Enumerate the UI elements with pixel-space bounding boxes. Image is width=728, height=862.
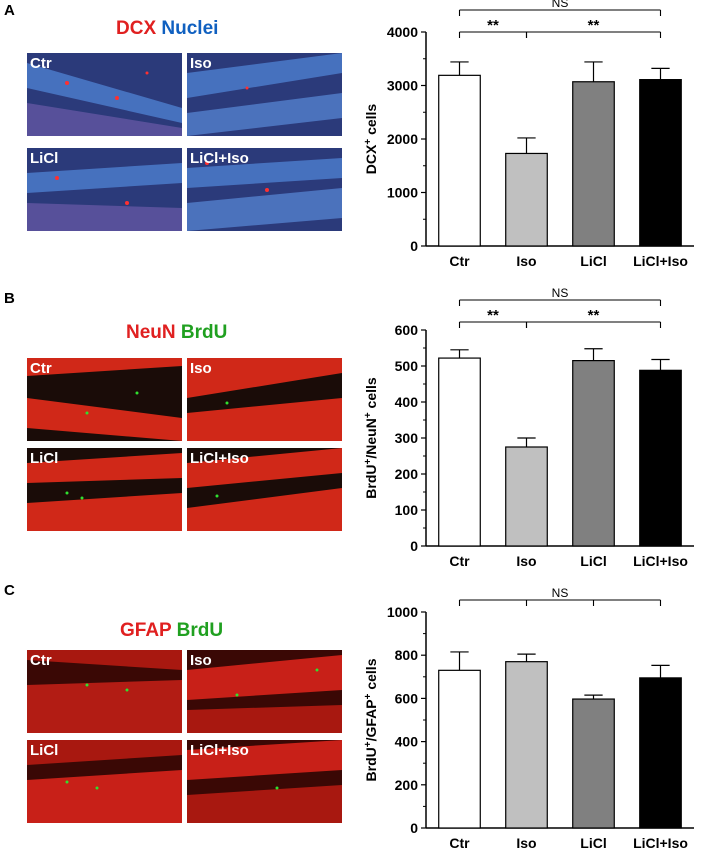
image-label: Ctr [30, 360, 52, 377]
stain-label-brdu: BrdU [176, 620, 224, 641]
bar-licl-iso [639, 369, 682, 547]
micrograph-c-licl: LiCl [27, 740, 182, 823]
panel-letter-c: C [4, 582, 15, 599]
micrograph-title-c: GFAP BrdU [120, 620, 223, 642]
significance-label: ** [487, 307, 499, 324]
x-tick-label: LiCl [580, 553, 606, 569]
micrograph-c-licl-iso: LiCl+Iso [187, 740, 342, 823]
y-axis-label: BrdU+/NeuN+ cells [363, 377, 380, 499]
micrograph-c-ctr: Ctr [27, 650, 182, 733]
panel-letter-a: A [4, 2, 15, 19]
bar-licl-iso [639, 677, 682, 829]
x-tick-label: LiCl [580, 253, 606, 269]
y-tick-label: 400 [395, 734, 419, 750]
y-tick-label: 2000 [387, 131, 418, 147]
bar-chart-brdu-gfap: 0 200 400 600 800 1000 BrdU+/GFAP+ cells Ctr Iso… [363, 586, 694, 851]
image-label: Iso [190, 55, 212, 72]
bar-iso [505, 152, 548, 247]
y-tick-label: 600 [395, 690, 419, 706]
x-tick-label: Ctr [449, 835, 470, 851]
micrograph-title-a: DCX Nuclei [116, 18, 218, 40]
image-label: LiCl+Iso [190, 150, 249, 167]
micrograph-c-iso: Iso [187, 650, 342, 733]
y-axis-label: DCX+ cells [363, 104, 380, 175]
bar-iso [505, 661, 548, 829]
y-tick-label: 3000 [387, 78, 418, 94]
stain-label-dcx: DCX [116, 18, 157, 39]
image-label: LiCl+Iso [190, 742, 249, 759]
image-label: Ctr [30, 55, 52, 72]
significance-label: ** [487, 17, 499, 34]
x-tick-label: Iso [516, 553, 536, 569]
micrograph-a-iso: Iso [187, 53, 342, 136]
image-label: LiCl+Iso [190, 450, 249, 467]
x-tick-label: LiCl [580, 835, 606, 851]
y-tick-label: 1000 [387, 185, 418, 201]
significance-label: ** [588, 17, 600, 34]
y-tick-label: 400 [395, 394, 419, 410]
image-label: LiCl [30, 450, 59, 467]
y-tick-label: 800 [395, 647, 419, 663]
stain-label-nuclei: Nuclei [161, 18, 219, 39]
significance-label: NS [552, 0, 569, 10]
bar-chart-dcx: 0 1000 2000 3000 4000 DCX+ cells Ctr Iso LiCl LiC… [363, 0, 694, 269]
bar-licl [572, 698, 615, 829]
image-label: Iso [190, 360, 212, 377]
micrograph-a-licl: LiCl [27, 148, 182, 231]
y-tick-label: 0 [410, 820, 418, 836]
x-tick-label: Ctr [449, 253, 470, 269]
stain-label-gfap: GFAP [120, 620, 172, 641]
y-tick-label: 200 [395, 777, 419, 793]
x-tick-label: LiCl+Iso [633, 835, 688, 851]
bar-ctr [438, 669, 481, 829]
bar-licl [572, 81, 615, 247]
image-label: LiCl [30, 150, 59, 167]
x-tick-label: Ctr [449, 553, 470, 569]
y-tick-label: 500 [395, 358, 419, 374]
micrograph-b-licl-iso: LiCl+Iso [187, 448, 342, 531]
bar-ctr [438, 74, 481, 247]
x-tick-label: Iso [516, 835, 536, 851]
significance-label: NS [552, 586, 569, 600]
significance-label: ** [588, 307, 600, 324]
micrograph-title-b: NeuN BrdU [126, 322, 227, 344]
micrograph-b-iso: Iso [187, 358, 342, 441]
image-label: Iso [190, 652, 212, 669]
bar-licl-iso [639, 79, 682, 247]
micrograph-a-licl-iso: LiCl+Iso [187, 148, 342, 231]
micrograph-a-ctr: Ctr [27, 53, 182, 136]
image-label: Ctr [30, 652, 52, 669]
y-tick-label: 1000 [387, 604, 418, 620]
stain-label-brdu: BrdU [180, 322, 228, 343]
micrograph-b-licl: LiCl [27, 448, 182, 531]
stain-label-neun: NeuN [126, 322, 176, 343]
micrograph-b-ctr: Ctr [27, 358, 182, 441]
y-tick-label: 0 [410, 238, 418, 254]
panel-letter-b: B [4, 290, 15, 307]
image-label: LiCl [30, 742, 59, 759]
x-tick-label: LiCl+Iso [633, 553, 688, 569]
bar-licl [572, 359, 615, 547]
bar-iso [505, 446, 548, 547]
bar-ctr [438, 357, 481, 547]
y-tick-label: 100 [395, 502, 419, 518]
y-tick-label: 300 [395, 430, 419, 446]
x-tick-label: Iso [516, 253, 536, 269]
significance-label: NS [552, 286, 569, 300]
x-tick-label: LiCl+Iso [633, 253, 688, 269]
y-tick-label: 600 [395, 322, 419, 338]
bar-chart-brdu-neun: 0 100 200 300 400 500 600 BrdU+/NeuN+ cells Ctr I… [363, 286, 694, 569]
y-tick-label: 200 [395, 466, 419, 482]
y-tick-label: 0 [410, 538, 418, 554]
y-axis-label: BrdU+/GFAP+ cells [363, 658, 380, 781]
y-tick-label: 4000 [387, 24, 418, 40]
